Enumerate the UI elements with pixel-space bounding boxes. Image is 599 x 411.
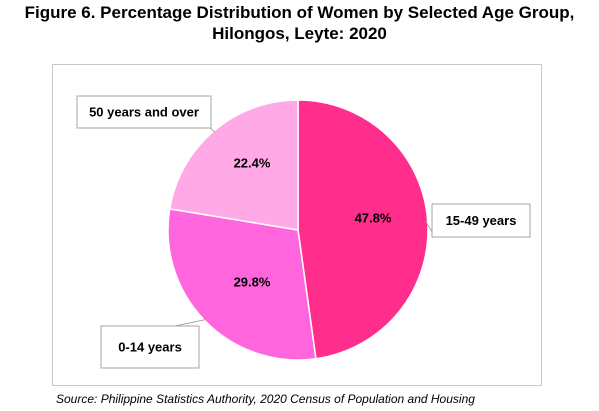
percent-labels: 47.8% 29.8% 22.4% [234, 156, 392, 290]
callout-leaders [174, 127, 433, 327]
source-note: Source: Philippine Statistics Authority,… [56, 392, 475, 406]
chart-title: Figure 6. Percentage Distribution of Wom… [0, 2, 599, 44]
pie-slices [167, 99, 429, 361]
pie-slice-15-49-years [297, 99, 429, 360]
chart-title-line1: Figure 6. Percentage Distribution of Wom… [24, 3, 575, 22]
chart-title-line2: Hilongos, Leyte: 2020 [212, 24, 387, 43]
leader-line-0-14-years [174, 318, 207, 327]
leader-line-50-years-and-over [209, 127, 216, 133]
callout-box-15-49-years [431, 203, 531, 238]
callout-label-0-14-years: 0-14 years [118, 340, 182, 355]
callout-box-0-14-years [100, 325, 200, 369]
percent-label-0-14-years: 29.8% [234, 275, 271, 290]
callout-box-50-years-and-over [76, 95, 212, 129]
percent-label-50-years-and-over: 22.4% [234, 156, 271, 171]
leader-line-15-49-years [425, 220, 433, 233]
percent-label-15-49-years: 47.8% [355, 211, 392, 226]
callout-label-15-49-years: 15-49 years [446, 213, 517, 228]
pie-slice-0-14-years [167, 207, 317, 361]
callouts: 15-49 years 0-14 years 50 years and over [76, 95, 531, 369]
callout-label-50-years-and-over: 50 years and over [89, 105, 199, 120]
